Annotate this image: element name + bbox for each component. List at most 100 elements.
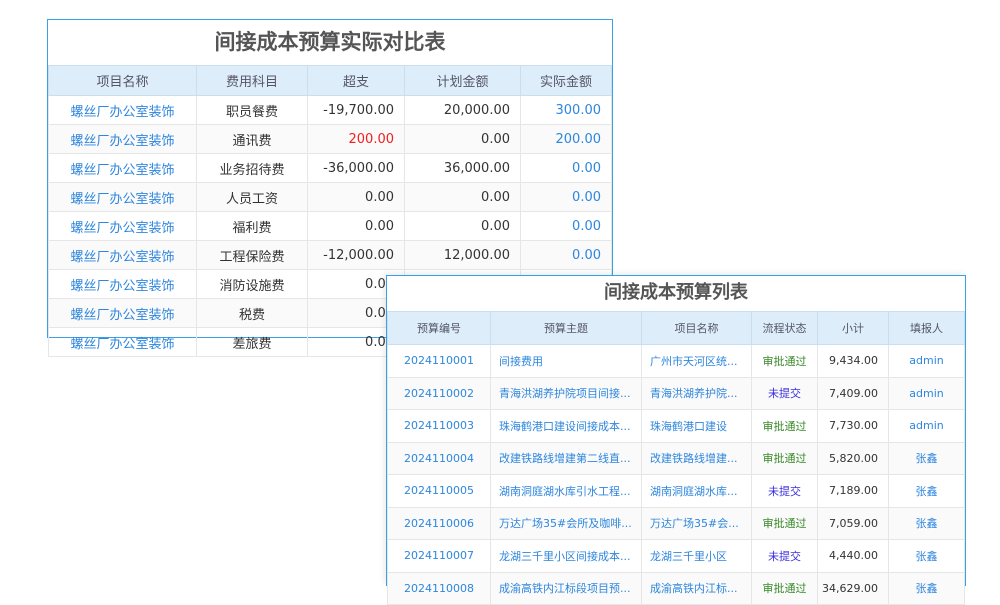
project-name-link[interactable]: 青海洪湖养护院...	[641, 376, 752, 410]
planned-amount: 0.00	[404, 211, 521, 241]
status-badge: 审批通过	[751, 409, 818, 443]
reporter-link[interactable]: admin	[888, 344, 965, 378]
expense-item: 税费	[196, 298, 308, 328]
project-name-link[interactable]: 珠海鹤港口建设	[641, 409, 752, 443]
budget-subject-link[interactable]: 龙湖三千里小区间接成本...	[490, 539, 642, 573]
table-row: 2024110005 湖南洞庭湖水库引水工程... 湖南洞庭湖水库... 未提交 7,1…	[387, 474, 965, 508]
planned-amount: 12,000.00	[404, 240, 521, 270]
table-row: 2024110007 龙湖三千里小区间接成本... 龙湖三千里小区 未提交 4,440.…	[387, 539, 965, 573]
actual-amount[interactable]: 0.00	[520, 182, 612, 212]
project-name-link[interactable]: 广州市天河区统...	[641, 344, 752, 378]
status-badge: 审批通过	[751, 441, 818, 475]
planned-amount: 20,000.00	[404, 95, 521, 125]
project-name-link[interactable]: 螺丝厂办公室装饰	[48, 327, 197, 357]
subtotal: 7,730.00	[817, 409, 889, 443]
column-header[interactable]: 实际金额	[520, 65, 612, 96]
project-name-link[interactable]: 螺丝厂办公室装饰	[48, 269, 197, 299]
budget-subject-link[interactable]: 万达广场35#会所及咖啡...	[490, 506, 642, 540]
project-name-link[interactable]: 万达广场35#会...	[641, 506, 752, 540]
budget-id-link[interactable]: 2024110007	[387, 539, 491, 573]
actual-amount[interactable]: 0.00	[520, 240, 612, 270]
overspend: 200.00	[307, 124, 405, 154]
column-header[interactable]: 预算主题	[490, 311, 642, 345]
cost-comparison-panel: 间接成本预算实际对比表 项目名称 费用科目 超支 计划金额 实际金额 螺丝厂办公室装饰 职员…	[47, 19, 613, 357]
comparison-title: 间接成本预算实际对比表	[214, 30, 446, 54]
table-row: 2024110003 珠海鹤港口建设间接成本... 珠海鹤港口建设 审批通过 7,730…	[387, 409, 965, 443]
table-row: 2024110001 间接费用 广州市天河区统... 审批通过 9,434.00 admi…	[387, 344, 965, 378]
column-header[interactable]: 预算编号	[387, 311, 491, 345]
status-badge: 审批通过	[751, 344, 818, 378]
budget-subject-link[interactable]: 间接费用	[490, 344, 642, 378]
overspend: -19,700.00	[307, 95, 405, 125]
status-badge: 未提交	[751, 539, 818, 573]
planned-amount: 36,000.00	[404, 153, 521, 183]
actual-amount[interactable]: 200.00	[520, 124, 612, 154]
actual-amount[interactable]: 0.00	[520, 211, 612, 241]
budget-id-link[interactable]: 2024110003	[387, 409, 491, 443]
table-row: 2024110006 万达广场35#会所及咖啡... 万达广场35#会... 审批通过…	[387, 506, 965, 540]
expense-item: 通讯费	[196, 124, 308, 154]
subtotal: 34,629.00	[817, 571, 889, 605]
budget-subject-link[interactable]: 青海洪湖养护院项目间接...	[490, 376, 642, 410]
table-row: 螺丝厂办公室装饰 工程保险费 -12,000.00 12,000.00 0.00	[48, 240, 612, 270]
budget-subject-link[interactable]: 湖南洞庭湖水库引水工程...	[490, 474, 642, 508]
reporter-link[interactable]: admin	[888, 376, 965, 410]
expense-item: 业务招待费	[196, 153, 308, 183]
project-name-link[interactable]: 螺丝厂办公室装饰	[48, 298, 197, 328]
column-header[interactable]: 小计	[817, 311, 889, 345]
budget-subject-link[interactable]: 成渝高铁内江标段项目预...	[490, 571, 642, 605]
reporter-link[interactable]: 张鑫	[888, 506, 965, 540]
project-name-link[interactable]: 改建铁路线增建...	[641, 441, 752, 475]
expense-item: 工程保险费	[196, 240, 308, 270]
project-name-link[interactable]: 螺丝厂办公室装饰	[48, 153, 197, 183]
expense-item: 差旅费	[196, 327, 308, 357]
overspend: 0.00	[307, 182, 405, 212]
budget-id-link[interactable]: 2024110004	[387, 441, 491, 475]
actual-amount[interactable]: 0.00	[520, 153, 612, 183]
expense-item: 消防设施费	[196, 269, 308, 299]
expense-item: 职员餐费	[196, 95, 308, 125]
project-name-link[interactable]: 螺丝厂办公室装饰	[48, 182, 197, 212]
project-name-link[interactable]: 成渝高铁内江标...	[641, 571, 752, 605]
subtotal: 7,059.00	[817, 506, 889, 540]
budget-subject-link[interactable]: 珠海鹤港口建设间接成本...	[490, 409, 642, 443]
column-header[interactable]: 超支	[307, 65, 405, 96]
column-header[interactable]: 费用科目	[196, 65, 308, 96]
budget-id-link[interactable]: 2024110002	[387, 376, 491, 410]
reporter-link[interactable]: 张鑫	[888, 539, 965, 573]
column-header[interactable]: 流程状态	[751, 311, 818, 345]
reporter-link[interactable]: admin	[888, 409, 965, 443]
project-name-link[interactable]: 龙湖三千里小区	[641, 539, 752, 573]
status-badge: 审批通过	[751, 571, 818, 605]
reporter-link[interactable]: 张鑫	[888, 474, 965, 508]
table-row: 螺丝厂办公室装饰 职员餐费 -19,700.00 20,000.00 300.00	[48, 95, 612, 125]
budget-id-link[interactable]: 2024110005	[387, 474, 491, 508]
budget-subject-link[interactable]: 改建铁路线增建第二线直...	[490, 441, 642, 475]
subtotal: 7,189.00	[817, 474, 889, 508]
planned-amount: 0.00	[404, 124, 521, 154]
subtotal: 4,440.00	[817, 539, 889, 573]
reporter-link[interactable]: 张鑫	[888, 441, 965, 475]
column-header[interactable]: 项目名称	[48, 65, 197, 96]
overspend: -36,000.00	[307, 153, 405, 183]
actual-amount[interactable]: 300.00	[520, 95, 612, 125]
column-header[interactable]: 项目名称	[641, 311, 752, 345]
table-row: 螺丝厂办公室装饰 人员工资 0.00 0.00 0.00	[48, 182, 612, 212]
column-header[interactable]: 填报人	[888, 311, 965, 345]
reporter-link[interactable]: 张鑫	[888, 571, 965, 605]
budget-id-link[interactable]: 2024110006	[387, 506, 491, 540]
project-name-link[interactable]: 螺丝厂办公室装饰	[48, 211, 197, 241]
status-badge: 审批通过	[751, 506, 818, 540]
project-name-link[interactable]: 螺丝厂办公室装饰	[48, 240, 197, 270]
table-row: 2024110002 青海洪湖养护院项目间接... 青海洪湖养护院... 未提交 7,4…	[387, 376, 965, 410]
budget-id-link[interactable]: 2024110001	[387, 344, 491, 378]
status-badge: 未提交	[751, 376, 818, 410]
table-row: 螺丝厂办公室装饰 业务招待费 -36,000.00 36,000.00 0.00	[48, 153, 612, 183]
project-name-link[interactable]: 螺丝厂办公室装饰	[48, 124, 197, 154]
table-row: 螺丝厂办公室装饰 福利费 0.00 0.00 0.00	[48, 211, 612, 241]
table-row: 2024110004 改建铁路线增建第二线直... 改建铁路线增建... 审批通过 5,…	[387, 441, 965, 475]
table-row: 2024110008 成渝高铁内江标段项目预... 成渝高铁内江标... 审批通过 34…	[387, 571, 965, 605]
column-header[interactable]: 计划金额	[404, 65, 521, 96]
project-name-link[interactable]: 湖南洞庭湖水库...	[641, 474, 752, 508]
project-name-link[interactable]: 螺丝厂办公室装饰	[48, 95, 197, 125]
